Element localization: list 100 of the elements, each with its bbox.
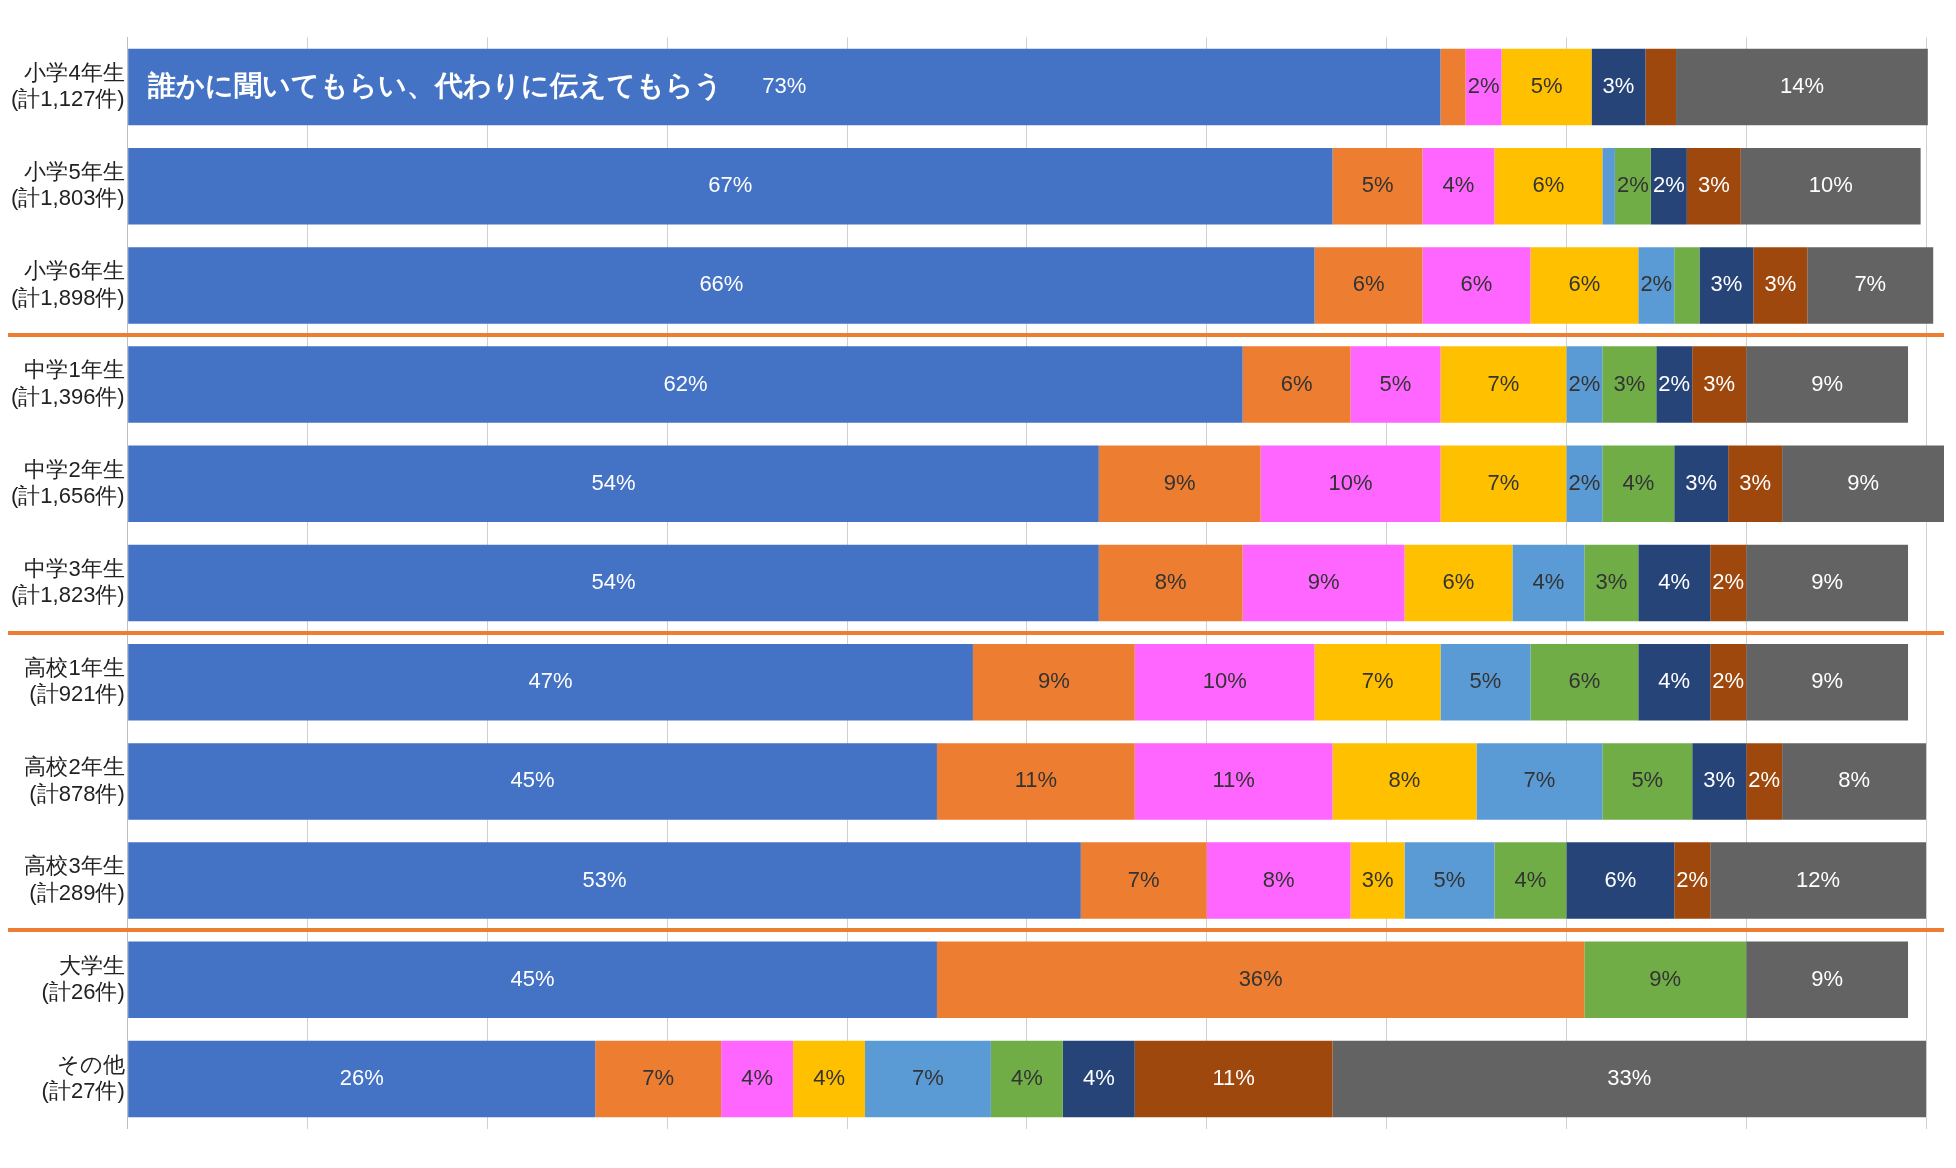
data-label: 9% [1649,965,1682,991]
data-label: 9% [1847,469,1879,495]
data-label: 5% [1469,668,1502,694]
data-label: 3% [1613,370,1646,396]
data-label: 7% [1523,767,1556,793]
y-tick-label: 中学1年生 (計1,396件) [10,357,125,409]
data-label: 8% [1154,569,1187,595]
data-label: 3% [1703,767,1736,793]
data-label: 2% [1616,172,1649,198]
data-label: 9% [1163,469,1196,495]
data-label: 73% [762,73,807,99]
data-label: 8% [1262,866,1295,892]
data-label: 54% [591,469,636,495]
data-label: 9% [1811,569,1844,595]
data-label: 3% [1710,271,1743,297]
data-label: 26% [339,1065,384,1091]
data-label: 3% [1703,370,1736,396]
data-label: 6% [1568,271,1601,297]
data-label: 4% [1658,569,1691,595]
data-label: 3% [1602,73,1635,99]
data-label: 10% [1328,469,1373,495]
data-label: 33% [1607,1065,1652,1091]
data-label: 36% [1238,965,1283,991]
data-label: 4% [1082,1065,1115,1091]
data-label: 3% [1739,469,1772,495]
data-label: 9% [1811,965,1844,991]
data-label: 2% [1712,668,1745,694]
data-label: 45% [510,965,555,991]
data-label: 3% [1685,469,1718,495]
data-label: 2% [1676,866,1709,892]
data-label: 5% [1631,767,1664,793]
data-label: 4% [813,1065,845,1091]
data-label: 7% [1127,866,1160,892]
data-label: 2% [1658,370,1691,396]
data-label: 8% [1838,767,1870,793]
y-tick-label: 中学2年生 (計1,656件) [10,456,125,509]
data-label: 6% [1352,271,1385,297]
y-tick-label: 小学5年生 (計1,803件) [10,159,125,211]
data-label: 3% [1764,271,1797,297]
data-label: 45% [510,767,555,793]
data-label: 5% [1530,73,1563,99]
data-label: 3% [1361,866,1394,892]
data-label: 9% [1811,370,1844,396]
data-label: 54% [591,569,636,595]
data-label: 6% [1604,866,1637,892]
data-label: 5% [1379,370,1412,396]
data-label: 8% [1388,767,1421,793]
data-label: 4% [1514,866,1547,892]
data-label: 7% [1487,370,1520,396]
data-label: 4% [741,1065,774,1091]
data-label: 9% [1811,668,1844,694]
data-label: 4% [1532,569,1565,595]
data-label: 2% [1652,172,1685,198]
data-label: 11% [1212,1065,1255,1091]
data-label: 10% [1808,172,1853,198]
data-label: 11% [1014,767,1058,793]
data-label: 9% [1307,569,1340,595]
data-label: 7% [1487,469,1520,495]
data-label: 5% [1361,172,1394,198]
y-tick-label: 高校3年生 (計289件) [24,853,125,905]
data-label: 2% [1640,271,1673,297]
data-label: 6% [1280,370,1313,396]
data-label: 2% [1748,767,1781,793]
data-label: 2% [1568,469,1601,495]
data-label: 6% [1568,668,1601,694]
data-label: 4% [1622,469,1655,495]
series-label: 誰かに聞いてもらい、代わりに伝えてもらう [147,69,724,101]
data-label: 2% [1712,569,1745,595]
data-label: 10% [1202,668,1247,694]
data-label: 14% [1779,73,1824,99]
data-label: 7% [1361,668,1394,694]
data-label: 66% [699,271,744,297]
data-label: 2% [1568,370,1601,396]
y-tick-label: 中学3年生 (計1,823件) [10,555,125,608]
data-label: 62% [663,370,708,396]
data-label: 11% [1212,767,1255,793]
data-label: 4% [1658,668,1691,694]
data-label: 6% [1532,172,1565,198]
data-label: 4% [1010,1065,1043,1091]
data-label: 47% [528,668,573,694]
data-label: 9% [1037,668,1070,694]
data-label: 3% [1595,569,1628,595]
data-label: 5% [1433,866,1466,892]
data-label: 53% [582,866,627,892]
y-tick-label: 大学生 (計26件) [41,952,125,1005]
y-tick-label: 高校2年生 (計878件) [24,754,125,806]
data-label: 2% [1467,73,1500,99]
y-tick-label: 小学6年生 (計1,898件) [10,258,125,310]
y-tick-label: 小学4年生 (計1,127件) [10,59,125,112]
data-label: 67% [708,172,753,198]
data-label: 6% [1460,271,1493,297]
data-label: 7% [642,1065,675,1091]
data-label: 6% [1442,569,1475,595]
y-tick-label: その他 (計27件) [41,1051,125,1104]
data-label: 7% [912,1065,944,1091]
y-tick-label: 高校1年生 (計921件) [24,655,125,707]
data-label: 4% [1442,172,1475,198]
data-label: 3% [1697,172,1730,198]
data-label: 7% [1854,271,1887,297]
data-label: 12% [1796,866,1841,892]
